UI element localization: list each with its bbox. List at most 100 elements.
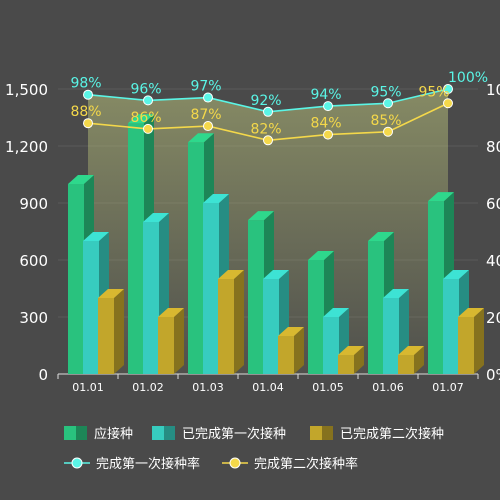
bar-front: [68, 184, 84, 374]
y-right-tick-label: 0%: [486, 366, 500, 384]
bar-side: [354, 346, 364, 374]
bar-side: [294, 327, 304, 374]
rate-point: [383, 126, 393, 137]
bar-front: [188, 142, 204, 374]
rate-label: 94%: [310, 87, 341, 103]
rate-label: 97%: [190, 79, 221, 95]
bar-top: [323, 308, 349, 317]
rate-label: 95%: [418, 84, 449, 100]
y-left-tick-label: 1,500: [5, 81, 48, 99]
bar-top: [98, 289, 124, 298]
bar-front: [83, 241, 99, 374]
bar: [218, 270, 244, 374]
rate-label: 84%: [310, 116, 341, 132]
x-tick-label: 01.07: [432, 381, 464, 394]
rate-point: [263, 106, 273, 117]
rate-label: 92%: [250, 93, 281, 109]
legend-swatch-side: [164, 426, 175, 440]
legend-label: 已完成第二次接种: [340, 426, 444, 442]
bar-top: [203, 194, 229, 203]
x-tick-label: 01.05: [312, 381, 344, 394]
legend-swatch: [310, 426, 322, 440]
y-right-tick-label: 80%: [486, 138, 500, 156]
y-right-tick-label: 60%: [486, 195, 500, 213]
x-tick-label: 01.06: [372, 381, 404, 394]
bar-top: [263, 270, 289, 279]
bar-top: [458, 308, 484, 317]
bar-front: [398, 355, 414, 374]
bar-side: [114, 289, 124, 374]
y-right-tick-label: 100%: [486, 81, 500, 99]
bar-front: [128, 123, 144, 374]
bar-front: [98, 298, 114, 374]
y-left-tick-label: 1,200: [5, 138, 48, 156]
bar-front: [248, 220, 264, 374]
legend-label: 已完成第一次接种: [182, 426, 286, 442]
bar-front: [458, 317, 474, 374]
bar-front: [263, 279, 279, 374]
rate-label: 87%: [190, 107, 221, 123]
y-right-tick-label: 40%: [486, 252, 500, 270]
bar-top: [218, 270, 244, 279]
rate-point: [203, 92, 213, 103]
bar-front: [143, 222, 159, 374]
rate-point: [143, 95, 153, 106]
bar-side: [174, 308, 184, 374]
bar-front: [443, 279, 459, 374]
y-left-tick-label: 600: [19, 252, 48, 270]
rate-label: 82%: [250, 121, 281, 137]
legend-swatch: [152, 426, 164, 440]
rate-point: [323, 129, 333, 140]
bar-front: [203, 203, 219, 374]
bar-top: [143, 213, 169, 222]
rate-point: [143, 123, 153, 134]
rate-point: [383, 98, 393, 109]
bar-top: [158, 308, 184, 317]
rate-point: [83, 118, 93, 129]
bar-front: [308, 260, 324, 374]
x-tick-label: 01.04: [252, 381, 284, 394]
bar-front: [323, 317, 339, 374]
y-left-tick-label: 0: [38, 366, 48, 384]
legend-swatch-side: [76, 426, 87, 440]
legend-swatch: [64, 426, 76, 440]
bar-top: [383, 289, 409, 298]
bar: [278, 327, 304, 374]
rate-point: [443, 84, 453, 94]
bar: [158, 308, 184, 374]
bar-side: [414, 346, 424, 374]
x-tick-label: 01.01: [72, 381, 104, 394]
bar-top: [368, 232, 394, 241]
bar-top: [188, 133, 214, 143]
rate-point: [83, 89, 93, 100]
bar-front: [383, 298, 399, 374]
legend-swatch-side: [322, 426, 333, 440]
rate-point: [443, 98, 453, 109]
bar-front: [278, 336, 294, 374]
bar-top: [68, 175, 94, 184]
rate-label: 95%: [370, 84, 401, 100]
rate-label: 88%: [70, 104, 101, 120]
bar: [398, 346, 424, 374]
bar: [338, 346, 364, 374]
bar-side: [234, 270, 244, 374]
bar-top: [338, 346, 364, 355]
y-left-tick-label: 300: [19, 309, 48, 327]
bar-top: [83, 232, 109, 241]
bar-front: [218, 279, 234, 374]
bar: [98, 289, 124, 374]
bar-front: [428, 201, 444, 374]
legend-label: 应接种: [94, 426, 133, 442]
y-right-tick-label: 20%: [486, 309, 500, 327]
legend-label: 完成第二次接种率: [254, 456, 358, 472]
rate-point: [323, 101, 333, 112]
bar-top: [398, 346, 424, 355]
x-tick-label: 01.02: [132, 381, 164, 394]
bar-top: [443, 270, 469, 279]
bar-top: [128, 114, 154, 124]
bar-front: [338, 355, 354, 374]
bar-front: [368, 241, 384, 374]
legend-label: 完成第一次接种率: [96, 456, 200, 472]
